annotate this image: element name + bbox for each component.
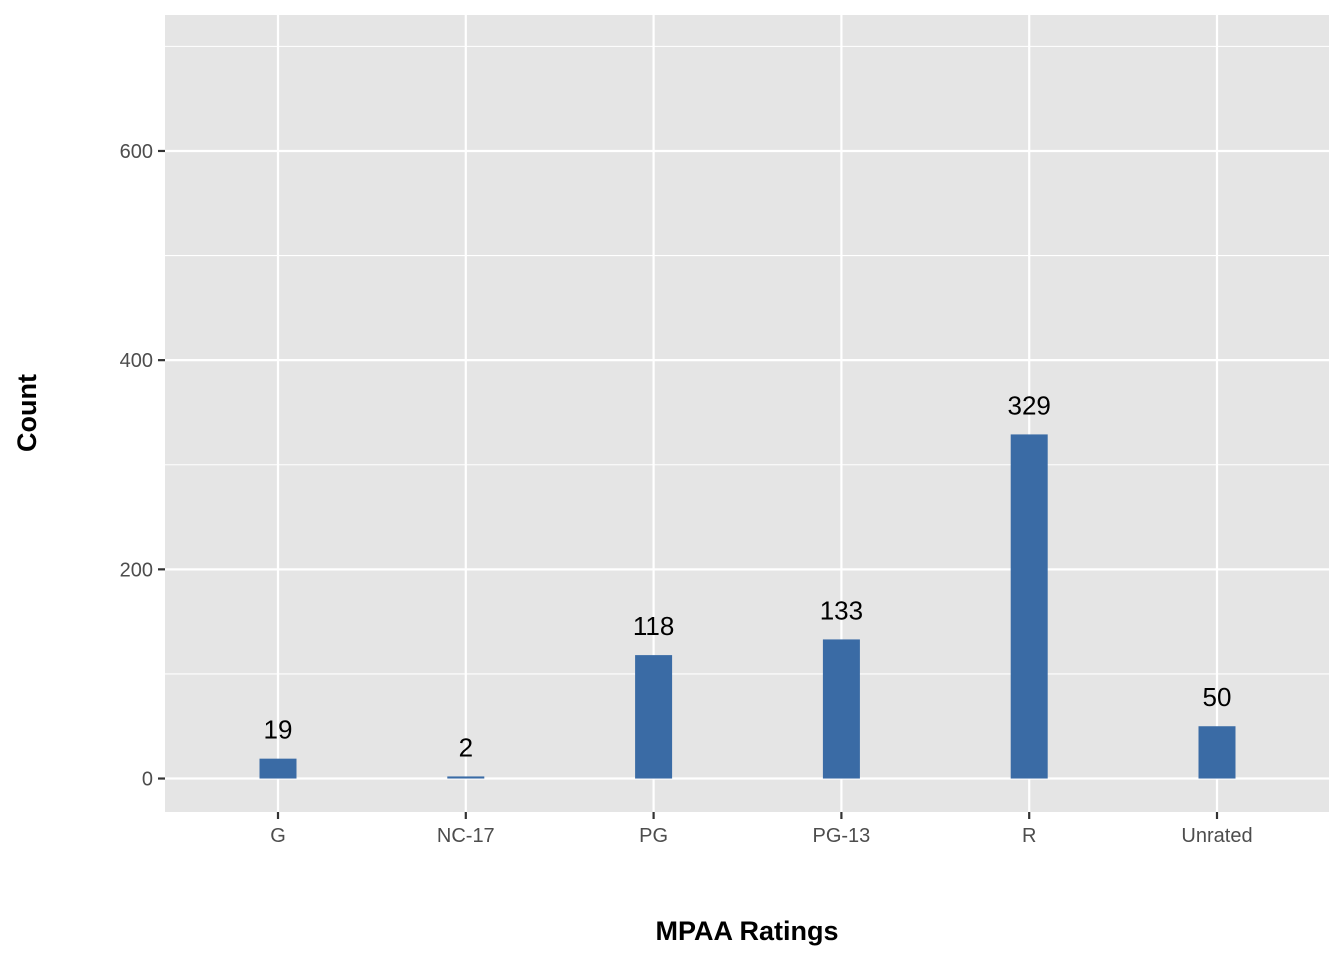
bar-pg-13 — [822, 639, 860, 779]
y-axis-title: Count — [12, 374, 42, 452]
x-tick-label: Unrated — [1181, 825, 1252, 847]
bar-nc-17 — [447, 776, 485, 779]
plot-panel — [165, 15, 1329, 812]
data-label: 19 — [264, 715, 293, 745]
x-tick-label: PG — [639, 825, 668, 847]
x-axis: G NC-17 PG PG-13 R Unrated — [270, 812, 1253, 847]
y-tick-label: 200 — [120, 559, 153, 581]
x-axis-title: MPAA Ratings — [655, 916, 838, 946]
y-tick-label: 400 — [120, 350, 153, 372]
x-tick-label: NC-17 — [437, 825, 495, 847]
y-axis: 0 200 400 600 — [120, 141, 165, 791]
bars — [259, 434, 1236, 779]
x-tick-label: R — [1022, 825, 1036, 847]
y-tick-label: 0 — [142, 769, 153, 791]
data-label: 118 — [633, 611, 674, 641]
data-label: 329 — [1008, 390, 1051, 420]
data-label: 2 — [459, 732, 473, 762]
bar-pg — [635, 655, 673, 779]
bar-r — [1010, 434, 1048, 779]
x-tick-label: G — [270, 825, 286, 847]
bar-g — [259, 758, 297, 779]
minor-gridlines — [165, 45, 1329, 675]
data-labels: 19 2 118 133 329 50 — [264, 390, 1232, 762]
data-label: 133 — [820, 595, 863, 625]
y-tick-label: 600 — [120, 141, 153, 163]
data-label: 50 — [1203, 682, 1232, 712]
x-tick-label: PG-13 — [812, 825, 870, 847]
bar-unrated — [1198, 726, 1236, 779]
